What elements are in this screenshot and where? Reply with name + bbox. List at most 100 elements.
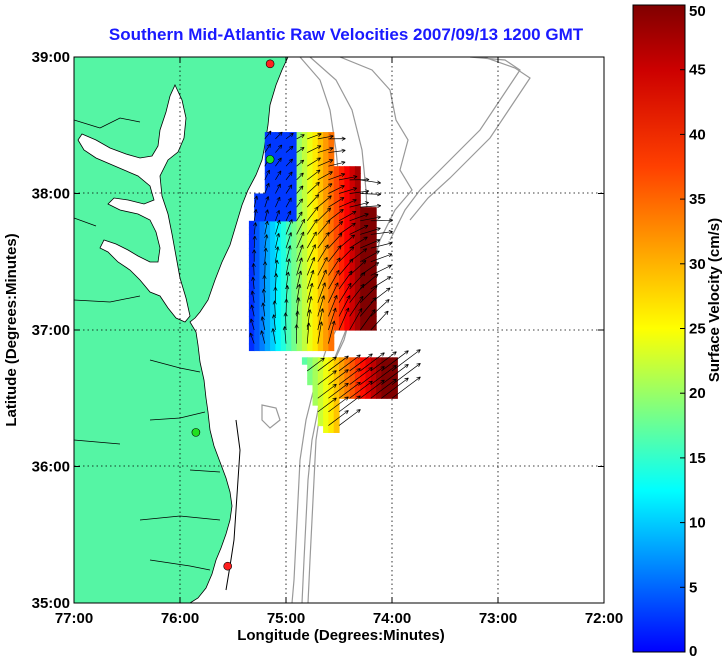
velocity-cell xyxy=(296,132,303,140)
velocity-cell xyxy=(312,186,319,195)
velocity-cell xyxy=(248,309,255,317)
velocity-cell xyxy=(312,200,319,208)
velocity-arrow xyxy=(338,270,353,290)
velocity-cell xyxy=(312,173,319,181)
colorbar-tick-label: 10 xyxy=(689,515,706,532)
velocity-arrow xyxy=(328,410,349,426)
velocity-arrow xyxy=(349,189,370,194)
colorbar-tick-label: 5 xyxy=(689,579,697,596)
velocity-cell xyxy=(323,179,329,188)
velocity-cell xyxy=(301,261,308,270)
velocity-arrow xyxy=(275,183,281,194)
velocity-cell xyxy=(248,241,255,249)
velocity-cell xyxy=(370,302,377,311)
velocity-cell xyxy=(280,302,287,311)
velocity-arrow xyxy=(349,308,363,331)
velocity-cell xyxy=(344,289,351,297)
velocity-arrow xyxy=(349,260,367,276)
velocity-cell xyxy=(344,227,351,236)
velocity-cell xyxy=(264,330,271,338)
velocity-cell xyxy=(360,207,367,215)
velocity-cell xyxy=(323,261,329,270)
velocity-cell xyxy=(307,179,314,188)
velocity-arrow xyxy=(296,185,304,194)
velocity-cell xyxy=(344,309,351,317)
velocity-cell xyxy=(254,213,261,222)
velocity-cell xyxy=(270,343,276,352)
velocity-cell xyxy=(264,227,271,236)
velocity-arrow xyxy=(370,264,392,276)
velocity-cell xyxy=(317,220,324,229)
velocity-cell xyxy=(317,275,324,283)
velocity-cell xyxy=(349,193,356,201)
velocity-cell xyxy=(301,132,308,140)
velocity-arrow xyxy=(317,195,332,208)
velocity-cell xyxy=(280,213,287,222)
velocity-arrow xyxy=(338,175,358,181)
velocity-cell xyxy=(275,309,282,317)
velocity-cell xyxy=(323,377,329,386)
velocity-cell xyxy=(365,391,372,399)
velocity-cell xyxy=(349,275,356,283)
velocity-cell xyxy=(296,289,303,297)
velocity-cell xyxy=(339,186,345,195)
velocity-cell xyxy=(333,234,340,242)
y-axis-label: Latitude (Degrees:Minutes) xyxy=(3,233,20,426)
velocity-cell xyxy=(344,295,351,304)
velocity-cell xyxy=(275,248,282,256)
velocity-arrow xyxy=(370,351,397,372)
velocity-arrow xyxy=(296,244,304,262)
velocity-cell xyxy=(323,200,329,208)
velocity-cell xyxy=(365,357,372,365)
velocity-cell xyxy=(354,370,361,379)
velocity-cell xyxy=(280,186,287,195)
velocity-cell xyxy=(323,425,329,433)
velocity-cell xyxy=(339,261,345,270)
velocity-cell xyxy=(291,289,298,297)
velocity-arrow xyxy=(317,207,332,222)
velocity-cell xyxy=(349,166,356,174)
velocity-cell xyxy=(264,173,271,181)
velocity-cell xyxy=(312,179,319,188)
velocity-cell xyxy=(333,193,340,201)
velocity-arrow xyxy=(249,318,255,331)
velocity-cell xyxy=(312,323,319,331)
velocity-cell xyxy=(317,405,324,413)
colorbar-tick-label: 20 xyxy=(689,385,706,402)
velocity-arrow xyxy=(250,290,255,303)
velocity-cell xyxy=(344,173,351,181)
velocity-cell xyxy=(270,159,276,167)
velocity-cell xyxy=(296,336,303,345)
velocity-cell xyxy=(301,234,308,242)
velocity-cell xyxy=(296,248,303,256)
velocity-arrow xyxy=(360,262,380,276)
velocity-arrow xyxy=(328,282,339,303)
velocity-cell xyxy=(317,261,324,270)
velocity-cell xyxy=(365,275,372,283)
velocity-cell xyxy=(344,275,351,283)
velocity-cell xyxy=(328,302,335,311)
velocity-arrow xyxy=(262,274,267,290)
velocity-cell xyxy=(259,268,266,276)
velocity-cell xyxy=(354,186,361,195)
colorbar-tick-label: 0 xyxy=(689,643,697,659)
velocity-arrow xyxy=(285,245,292,262)
velocity-cell xyxy=(307,357,314,365)
velocity-cell xyxy=(280,166,287,174)
velocity-arrow xyxy=(264,220,269,235)
velocity-cell xyxy=(270,132,276,140)
velocity-cell xyxy=(354,248,361,256)
velocity-cell xyxy=(254,336,261,345)
velocity-cell xyxy=(317,200,324,208)
velocity-arrow xyxy=(285,171,293,181)
velocity-cell xyxy=(323,254,329,263)
velocity-arrow xyxy=(360,179,381,185)
velocity-cell xyxy=(333,241,340,249)
velocity-cell xyxy=(312,159,319,167)
velocity-cell xyxy=(248,268,255,276)
velocity-arrow xyxy=(338,409,361,426)
velocity-arrow xyxy=(249,332,255,344)
velocity-cell xyxy=(354,323,361,331)
velocity-cell xyxy=(307,330,314,338)
y-tick-label: 35:00 xyxy=(32,595,70,612)
